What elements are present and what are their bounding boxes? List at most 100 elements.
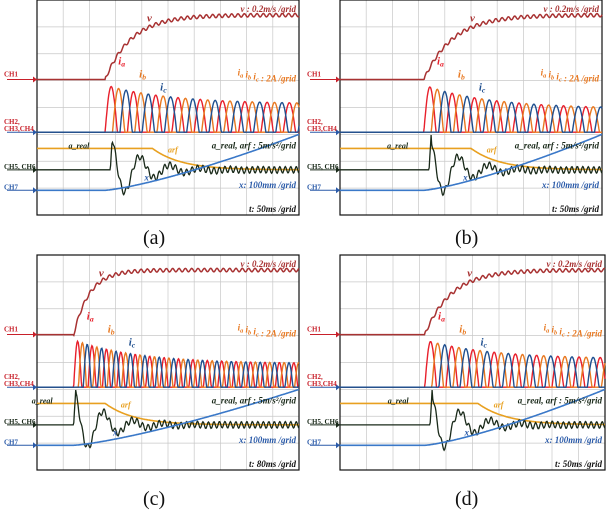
x-annotation: x <box>464 428 470 438</box>
arf-annotation: arf <box>487 146 498 155</box>
ic-annotation: ic <box>129 336 136 349</box>
t-scale-label: t: 50ms /grid <box>552 204 600 214</box>
ch1-label: CH1 <box>4 71 19 79</box>
t-scale-label: t: 50ms /grid <box>555 459 603 469</box>
v-scale-label: v : 0.2m/s /grid <box>241 4 297 14</box>
arf-annotation: arf <box>168 146 179 155</box>
a-scale-label: a_real, arf : 5m/s²/grid <box>518 395 603 405</box>
arf-trace <box>340 147 602 171</box>
v-annotation: v <box>470 13 475 25</box>
i-scale-label: ia ib ic : 2A /grid <box>541 67 600 83</box>
ch56-label: CH5, CH6 <box>307 163 339 171</box>
ch7-marker-arrow <box>33 187 37 194</box>
ch234-marker-arrow <box>336 384 340 391</box>
x-trace <box>340 133 603 192</box>
ch234-marker-arrow <box>33 384 37 391</box>
v-trace <box>37 12 300 81</box>
ch1-label: CH1 <box>4 326 19 334</box>
i-scale-label: ia ib ic : 2A /grid <box>238 322 297 338</box>
x-trace <box>37 388 300 447</box>
ch1-marker-arrow <box>336 76 340 83</box>
ic-annotation: ic <box>160 81 167 94</box>
x-trace <box>340 388 606 447</box>
t-scale-label: t: 80ms /grid <box>249 459 297 469</box>
ch1-marker-arrow <box>33 331 37 338</box>
ic-annotation: ic <box>479 81 486 94</box>
a-real-trace <box>37 389 300 449</box>
arf-trace <box>37 402 299 426</box>
ia-annotation: ia <box>438 311 445 324</box>
ch7-marker-arrow <box>33 442 37 449</box>
ch7-marker-arrow <box>336 442 340 449</box>
ch2-label: CH2, <box>307 118 323 126</box>
ch7-label: CH7 <box>4 183 19 191</box>
a-real-trace <box>37 140 300 196</box>
i-scale-label: ia ib ic : 2A /grid <box>238 67 297 83</box>
x-trace <box>37 133 300 192</box>
arf-trace <box>37 147 299 171</box>
ia-annotation: ia <box>437 56 444 69</box>
ch1-label: CH1 <box>307 71 322 79</box>
ch7-marker-arrow <box>336 187 340 194</box>
plot-border <box>36 0 300 216</box>
v-trace <box>340 12 603 81</box>
i-scale-label: ia ib ic : 2A /grid <box>544 322 603 338</box>
a-scale-label: a_real, arf : 5m/s²/grid <box>515 140 600 150</box>
ch234-marker-arrow <box>336 129 340 136</box>
x-annotation: x <box>462 173 468 183</box>
panel-caption: (c) <box>143 488 165 510</box>
a-real-annotation: a_real <box>68 141 90 150</box>
a-real-annotation: a_real <box>32 396 54 405</box>
ia-annotation: ia <box>118 56 125 69</box>
a-real-annotation: a_real <box>387 141 409 150</box>
panel-c: CH1 CH2,CH3,CH4 CH5, CH6 CH7 v : 0.2m/s /gri… <box>4 254 300 510</box>
x-annotation: x <box>112 428 118 438</box>
ch56-marker-arrow <box>33 421 37 428</box>
ch7-label: CH7 <box>4 438 19 446</box>
arf-annotation: arf <box>494 401 505 410</box>
x-scale-label: x: 100mm /grid <box>238 180 297 190</box>
ch56-marker-arrow <box>336 166 340 173</box>
arf-trace <box>340 402 605 426</box>
ia-annotation: ia <box>87 311 94 324</box>
t-scale-label: t: 50ms /grid <box>249 204 297 214</box>
ch7-label: CH7 <box>307 438 322 446</box>
a-real-annotation: a_real <box>388 396 410 405</box>
panel-a: CH1 CH2,CH3,CH4 CH5, CH6 CH7 v : 0.2m/s /gri… <box>4 0 300 249</box>
a-scale-label: a_real, arf : 5m/s²/grid <box>212 140 297 150</box>
v-annotation: v <box>467 268 472 280</box>
panel-caption: (b) <box>455 227 478 249</box>
ic-trace <box>37 343 299 388</box>
ic-annotation: ic <box>480 336 487 349</box>
ch34-label: CH3,CH4 <box>307 125 337 133</box>
v-annotation: v <box>147 13 152 25</box>
ch56-label: CH5, CH6 <box>4 163 36 171</box>
panel-caption: (d) <box>455 488 478 510</box>
grid <box>340 0 602 215</box>
ch56-marker-arrow <box>33 166 37 173</box>
panel-b: CH1 CH2,CH3,CH4 CH5, CH6 CH7 v : 0.2m/s /gri… <box>307 0 603 249</box>
a-real-trace <box>340 389 606 452</box>
a-scale-label: a_real, arf : 5m/s²/grid <box>212 395 297 405</box>
ch1-marker-arrow <box>336 331 340 338</box>
ib-annotation: ib <box>108 323 115 336</box>
ib-annotation: ib <box>459 323 466 336</box>
ch234-marker-arrow <box>33 129 37 136</box>
ib-trace <box>37 341 300 388</box>
ch34-label: CH3,CH4 <box>4 380 34 388</box>
grid <box>340 255 605 470</box>
v-annotation: v <box>99 268 104 280</box>
x-scale-label: x: 100mm /grid <box>544 435 603 445</box>
panel-caption: (a) <box>143 227 165 249</box>
ch56-label: CH5, CH6 <box>307 418 339 426</box>
ch7-label: CH7 <box>307 183 322 191</box>
ib-annotation: ib <box>458 68 465 81</box>
ch56-label: CH5, CH6 <box>4 418 36 426</box>
x-annotation: x <box>143 173 149 183</box>
ch2-label: CH2, <box>4 373 20 381</box>
ib-annotation: ib <box>139 68 146 81</box>
v-trace <box>37 267 300 337</box>
plot-border <box>339 254 606 471</box>
